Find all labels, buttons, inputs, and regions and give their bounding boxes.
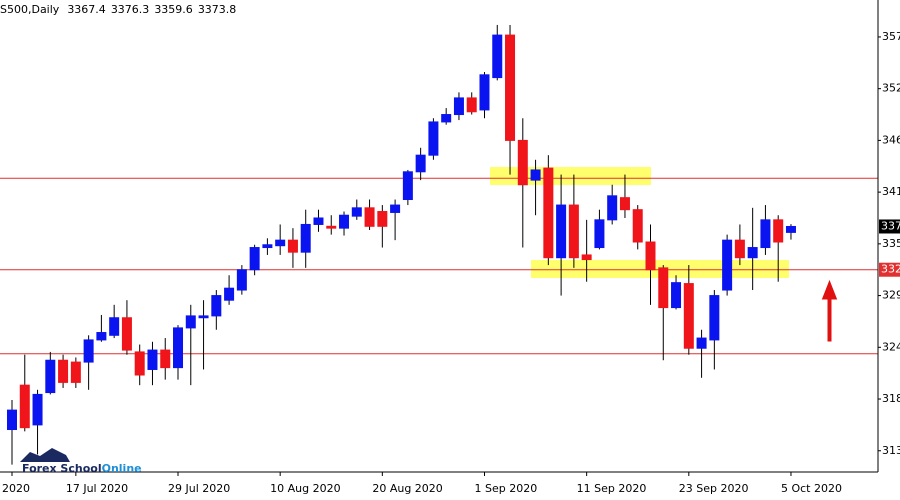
candle-body: [415, 154, 426, 173]
candle-body: [505, 34, 516, 141]
candle-body: [249, 247, 260, 271]
candle-body: [236, 269, 247, 291]
candle-body: [134, 351, 145, 376]
x-tick-label: 23 Sep 2020: [679, 482, 749, 495]
logo: Forex SchoolOnline: [20, 448, 142, 475]
y-tick-label: 341: [882, 185, 900, 198]
candle-body: [453, 97, 464, 116]
candle-body: [19, 384, 30, 429]
level-tag-label: 332: [881, 263, 900, 276]
candle-body: [262, 244, 273, 249]
y-tick-label: 318: [882, 392, 900, 405]
logo-text: Forex SchoolOnline: [22, 462, 142, 475]
price-tag-label: 337: [881, 219, 900, 232]
candle-body: [530, 169, 541, 181]
chart-header: S500,Daily 3367.4 3376.3 3359.6 3373.8: [0, 3, 236, 16]
candle-body: [760, 219, 771, 249]
x-tick-label: 20 Aug 2020: [372, 482, 442, 495]
x-tick-label: 11 Sep 2020: [577, 482, 647, 495]
candle-body: [198, 315, 209, 319]
candle-body: [224, 287, 235, 301]
candle-body: [479, 74, 490, 111]
candle-body: [70, 361, 81, 383]
candle-body: [351, 207, 362, 217]
candle-body: [185, 315, 196, 329]
candle-body: [211, 295, 222, 317]
candle-body: [147, 349, 158, 370]
y-tick-label: 324: [882, 340, 900, 353]
header-low: 3359.6: [154, 3, 193, 16]
x-tick-label: 10 Aug 2020: [270, 482, 340, 495]
candle-body: [568, 204, 579, 259]
logo-suffix: Online: [102, 462, 142, 475]
candle-body: [275, 239, 286, 247]
y-tick-label: 329: [882, 289, 900, 302]
candle-body: [594, 219, 605, 249]
candle-body: [390, 204, 401, 213]
chart-title: S500,Daily: [0, 3, 60, 16]
header-close: 3373.8: [198, 3, 237, 16]
candle-body: [607, 195, 618, 221]
candle-body: [632, 209, 643, 243]
candle-body: [109, 317, 120, 336]
candle-body: [121, 317, 132, 351]
candle-body: [173, 327, 184, 369]
candle-body: [658, 267, 669, 309]
header-high: 3376.3: [111, 3, 150, 16]
logo-bull: [20, 448, 70, 462]
y-tick-label: 346: [882, 133, 900, 146]
candle-body: [58, 359, 69, 383]
candle-body: [300, 223, 311, 253]
candle-body: [581, 254, 592, 261]
candle-body: [785, 225, 796, 233]
x-tick-label: 29 Jul 2020: [168, 482, 230, 495]
level-tag: [879, 262, 900, 277]
resistance-zone: [490, 167, 651, 185]
candle-body: [83, 339, 94, 363]
x-tick-label: 2020: [2, 482, 30, 495]
candle-body: [32, 393, 43, 426]
candle-body: [466, 97, 477, 113]
x-tick-label: 17 Jul 2020: [66, 482, 128, 495]
candle-body: [722, 239, 733, 291]
candle-body: [326, 225, 337, 229]
candle-body: [287, 239, 298, 253]
candle-body: [364, 207, 375, 227]
candle-body: [734, 239, 745, 259]
candle-body: [313, 217, 324, 225]
candle-body: [160, 349, 171, 369]
y-tick-label: 313: [882, 444, 900, 457]
header-open: 3367.4: [67, 3, 106, 16]
candle-body: [428, 121, 439, 156]
plot-area: [0, 24, 878, 465]
candle-body: [683, 283, 694, 349]
candle-body: [645, 241, 656, 271]
candle-body: [517, 139, 528, 186]
candle-body: [543, 167, 554, 259]
up-arrow: [821, 279, 838, 342]
candle-body: [45, 359, 56, 394]
x-tick-label: 5 Oct 2020: [781, 482, 842, 495]
logo-name: Forex School: [22, 462, 102, 475]
candle-body: [96, 332, 107, 341]
candle-body: [7, 409, 17, 431]
candle-body: [709, 295, 720, 341]
candle-body: [619, 197, 630, 211]
y-tick-label: 357: [882, 30, 900, 43]
candle-body: [696, 337, 707, 349]
candle-body: [773, 219, 784, 243]
candle-body: [377, 211, 388, 227]
candle-body: [339, 214, 350, 229]
candle-body: [747, 247, 758, 259]
y-tick-label: 335: [882, 237, 900, 250]
x-tick-label: 1 Sep 2020: [474, 482, 537, 495]
candle-body: [671, 282, 682, 309]
candle-body: [492, 34, 503, 79]
candle-body: [441, 114, 452, 123]
y-tick-label: 352: [882, 82, 900, 95]
price-tag: [879, 219, 900, 234]
candle-body: [402, 171, 413, 201]
candle-body: [556, 204, 567, 259]
